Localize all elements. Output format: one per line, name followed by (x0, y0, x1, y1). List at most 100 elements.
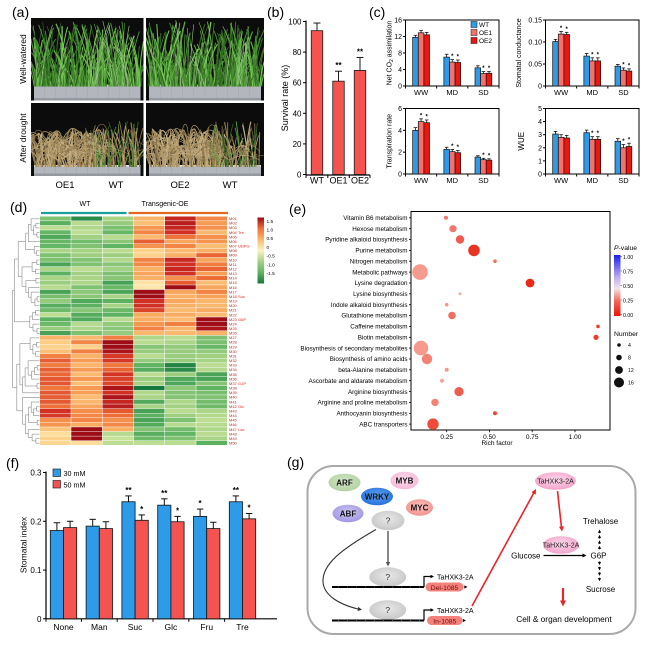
svg-text:M10: M10 (229, 257, 238, 262)
svg-text:M08: M08 (229, 248, 238, 253)
svg-text:0.50: 0.50 (483, 434, 496, 441)
svg-text:Rich factor: Rich factor (481, 440, 513, 447)
svg-text:WT: WT (223, 180, 238, 191)
svg-text:M02: M02 (229, 221, 238, 226)
svg-text:M27: M27 (229, 335, 238, 340)
svg-text:0: 0 (37, 615, 42, 624)
svg-text:*: * (426, 114, 429, 120)
svg-text:Glucose: Glucose (511, 551, 541, 560)
svg-text:G1P: G1P (238, 381, 246, 386)
svg-text:G6P: G6P (591, 551, 607, 560)
svg-text:*: * (482, 66, 485, 72)
svg-text:0.1: 0.1 (30, 566, 42, 575)
svg-text:OE1: OE1 (479, 30, 492, 37)
svg-text:WT: WT (479, 22, 489, 29)
svg-text:*: * (457, 55, 460, 61)
svg-text:80: 80 (293, 48, 302, 57)
svg-text:4: 4 (538, 119, 542, 126)
svg-text:M28: M28 (229, 340, 238, 345)
svg-text:M06: M06 (229, 239, 238, 244)
svg-text:M29: M29 (229, 344, 238, 349)
svg-text:TaHXK3-2A: TaHXK3-2A (543, 543, 580, 550)
svg-text:M45: M45 (229, 418, 238, 423)
svg-text:Suc: Suc (238, 294, 245, 299)
svg-text:Vitamin B6 metabolism: Vitamin B6 metabolism (343, 215, 407, 222)
svg-text:M18: M18 (229, 294, 238, 299)
svg-text:Indole alkaloid biosynthesis: Indole alkaloid biosynthesis (331, 302, 408, 309)
svg-text:12: 12 (628, 368, 634, 374)
svg-text:SD: SD (618, 88, 629, 97)
svg-text:50 mM: 50 mM (64, 480, 86, 489)
svg-text:?: ? (385, 572, 390, 582)
svg-text:*: * (482, 153, 485, 159)
svg-text:M43: M43 (229, 408, 238, 413)
svg-text:Arginine biosynthesis: Arginine biosynthesis (348, 389, 408, 396)
svg-text:MD: MD (446, 88, 458, 97)
svg-text:*: * (420, 113, 423, 119)
svg-text:TaHXK3-2A: TaHXK3-2A (437, 575, 474, 582)
svg-text:ABC transporters: ABC transporters (359, 421, 407, 428)
svg-text:G6P: G6P (238, 317, 246, 322)
svg-text:Pyridine alkaloid biosynthesis: Pyridine alkaloid biosynthesis (325, 237, 407, 244)
svg-text:(f): (f) (6, 455, 19, 471)
svg-text:20: 20 (293, 140, 302, 149)
svg-text:Number: Number (614, 331, 639, 338)
svg-text:8: 8 (398, 51, 402, 58)
svg-text:OE2: OE2 (351, 176, 369, 186)
svg-text:WW: WW (554, 176, 569, 185)
svg-text:Glutathione metabolism: Glutathione metabolism (341, 313, 407, 320)
svg-text:0.75: 0.75 (526, 434, 539, 441)
svg-text:M12: M12 (229, 267, 238, 272)
svg-text:OE2: OE2 (170, 180, 189, 191)
svg-text:TaHXK3-2A: TaHXK3-2A (437, 608, 474, 615)
svg-text:WW: WW (414, 88, 429, 97)
svg-text:M15: M15 (229, 280, 238, 285)
svg-text:Lysine degradation: Lysine degradation (355, 280, 408, 287)
svg-text:Net CO2 assimilation: Net CO2 assimilation (387, 21, 396, 86)
svg-text:0.05: 0.05 (528, 62, 542, 69)
svg-text:MYC: MYC (411, 503, 429, 512)
svg-text:M23: M23 (229, 317, 238, 322)
svg-text:**: ** (357, 47, 364, 56)
svg-text:P-value: P-value (614, 245, 637, 252)
svg-text:M46: M46 (229, 422, 238, 427)
svg-text:Glc: Glc (238, 404, 244, 409)
svg-text:M44: M44 (229, 413, 238, 418)
svg-text:6: 6 (398, 106, 402, 113)
svg-text:-1.0: -1.0 (267, 262, 276, 268)
svg-text:After drought: After drought (18, 113, 28, 163)
svg-text:Nitrogen metabolism: Nitrogen metabolism (350, 258, 408, 265)
svg-text:beta-Alanine metabolism: beta-Alanine metabolism (338, 367, 407, 374)
svg-text:0.15: 0.15 (528, 18, 542, 25)
svg-text:**: ** (161, 489, 168, 498)
svg-text:Suc: Suc (128, 622, 143, 632)
svg-text:60: 60 (293, 79, 302, 88)
svg-text:?: ? (386, 516, 391, 526)
svg-text:M04: M04 (229, 230, 238, 235)
svg-text:1.5: 1.5 (267, 219, 274, 225)
svg-text:OE1: OE1 (55, 180, 74, 191)
svg-text:*: * (176, 506, 180, 515)
svg-text:*: * (597, 52, 600, 58)
svg-text:M37: M37 (229, 381, 238, 386)
svg-text:M01: M01 (229, 216, 238, 221)
svg-text:M50: M50 (229, 441, 238, 446)
svg-text:8: 8 (628, 356, 631, 362)
svg-text:Hexose metabolism: Hexose metabolism (352, 226, 407, 233)
svg-text:**: ** (125, 486, 132, 495)
svg-text:0.75: 0.75 (623, 270, 633, 276)
svg-text:M25: M25 (229, 326, 238, 331)
svg-text:M05: M05 (229, 234, 238, 239)
svg-text:M21: M21 (229, 308, 238, 313)
svg-text:2: 2 (538, 145, 542, 152)
svg-text:M34: M34 (229, 367, 238, 372)
svg-text:0.2: 0.2 (30, 517, 42, 526)
svg-text:Del-1085: Del-1085 (431, 585, 459, 592)
svg-text:M35: M35 (229, 372, 238, 377)
svg-text:-0.5: -0.5 (267, 254, 276, 260)
svg-text:**: ** (335, 61, 342, 70)
svg-text:MD: MD (446, 176, 458, 185)
svg-text:Cell & organ development: Cell & organ development (516, 614, 612, 624)
svg-text:(b): (b) (267, 4, 284, 20)
svg-text:Biosynthesis of amino acids: Biosynthesis of amino acids (330, 356, 408, 363)
